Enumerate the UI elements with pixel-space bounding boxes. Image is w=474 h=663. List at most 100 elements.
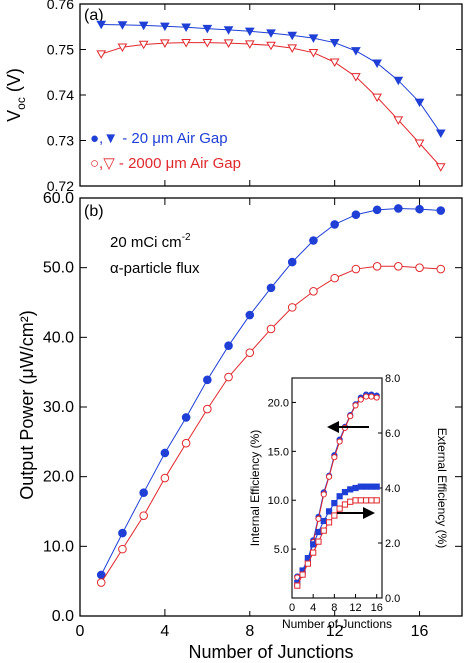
panel-a-series: [96, 20, 446, 172]
i-external-point-1: [310, 549, 317, 556]
b-point-0: [266, 283, 276, 293]
i-external-point-1: [304, 560, 311, 567]
a-point-1: [160, 39, 170, 48]
b-point-0: [436, 206, 446, 215]
i-ytick-left-label: 15.0: [268, 446, 289, 458]
a-point-1: [287, 44, 298, 53]
i-external-point-0: [310, 541, 317, 548]
b-xtick-label: 0: [76, 623, 85, 640]
b-ytick-label: 60.0: [43, 190, 74, 207]
i-xtick-label: 8: [331, 602, 337, 614]
panel-a-x-ticks: [79, 4, 421, 186]
b-point-0: [287, 257, 297, 267]
b-ytick-label: 40.0: [43, 329, 74, 346]
a-point-0: [244, 27, 255, 37]
b-point-1: [181, 438, 191, 448]
panel-a-voc: (a) Voc (V) 0.72 0.73 0.74 0.75 0.76 ●,▼ - 2…: [4, 0, 463, 194]
a-point-1: [435, 163, 446, 172]
i-external-point-0: [341, 489, 349, 496]
a-point-0: [266, 29, 276, 38]
inset-background: [246, 373, 430, 611]
b-ytick-label: 20.0: [43, 469, 74, 486]
i-ytick-right-label: 6.0: [385, 428, 400, 440]
i-internal-point-1: [352, 402, 359, 409]
inset-arrows: [327, 421, 375, 519]
i-external-point-0: [320, 517, 327, 525]
b-point-1: [266, 324, 276, 334]
i-external-point-0: [373, 483, 380, 490]
arrow-left-head: [327, 421, 339, 433]
i-ytick-left-label: 10.0: [268, 495, 289, 507]
i-internal-point-1: [357, 396, 364, 403]
b-xtick-label: 12: [326, 623, 344, 640]
a-ytick-label: 0.75: [47, 42, 74, 58]
b-point-1: [287, 303, 297, 312]
i-external-point-0: [352, 484, 359, 492]
i-xtick-label: 4: [310, 602, 316, 614]
a-ytick-label: 0.76: [47, 0, 74, 12]
panel-b-axes: 0.010.020.030.040.050.060.00 4 8 12 16: [43, 190, 462, 640]
i-external-point-1: [347, 498, 354, 505]
panel-b-series: [96, 204, 446, 587]
b-point-1: [330, 273, 339, 283]
panel-a-ylabel: Voc (V): [4, 68, 28, 122]
i-external-point-1: [320, 527, 327, 534]
a-point-1: [393, 116, 404, 125]
i-ytick-right-label: 8.0: [385, 373, 400, 385]
a-point-0: [308, 34, 319, 43]
i-external-point-1: [341, 501, 349, 508]
a-point-0: [202, 24, 213, 34]
i-internal-point-1: [347, 413, 354, 420]
a-point-0: [223, 26, 234, 35]
a-point-1: [138, 40, 149, 50]
i-external-point-1: [325, 519, 333, 526]
a-point-0: [181, 23, 191, 33]
i-internal-point-1: [373, 394, 380, 401]
a-point-0: [393, 76, 404, 86]
i-internal-point-1: [315, 515, 322, 522]
b-point-0: [351, 210, 361, 220]
i-ytick-right-label: 4.0: [385, 483, 400, 495]
a-point-1: [308, 48, 319, 58]
i-external-point-1: [368, 497, 375, 504]
a-ytick-label: 0.74: [47, 87, 74, 103]
b-point-1: [394, 261, 403, 271]
arrow-right-head: [363, 507, 375, 519]
i-xtick-label: 0: [289, 602, 295, 614]
b-ytick-label: 30.0: [43, 399, 74, 416]
i-internal-point-1: [336, 438, 343, 445]
a-point-0: [435, 129, 446, 139]
i-external-point-1: [299, 571, 306, 578]
a-point-0: [372, 59, 382, 68]
b-xtick-label: 8: [245, 623, 254, 640]
b-point-1: [160, 473, 170, 483]
a-point-0: [414, 98, 425, 108]
a-point-0: [287, 31, 298, 41]
a-point-1: [202, 38, 213, 48]
i-external-point-0: [357, 483, 364, 490]
inset-ylabel-right: External Efficiency (%): [435, 428, 449, 549]
b-xtick-label: 4: [160, 623, 169, 640]
i-external-point-1: [363, 497, 370, 504]
i-internal-point-1: [325, 473, 333, 480]
i-ytick-right-label: 2.0: [385, 538, 400, 550]
b-point-1: [436, 264, 446, 274]
i-xtick-label: 12: [349, 602, 361, 614]
panel-a-label: (a): [84, 7, 104, 24]
b-point-0: [139, 488, 148, 497]
i-external-point-1: [373, 497, 380, 504]
i-internal-point-1: [368, 393, 375, 400]
i-external-point-0: [315, 528, 322, 536]
a-point-0: [117, 21, 128, 30]
b-point-0: [181, 413, 191, 422]
panel-b-output-power: (b) 20 mCi cm-2 α-particle flux Output P…: [17, 190, 463, 662]
b-point-1: [224, 372, 233, 382]
b-point-0: [224, 341, 233, 350]
b-point-0: [372, 205, 382, 215]
a-series-line-1: [101, 42, 442, 168]
i-external-point-1: [315, 538, 322, 545]
a-point-1: [223, 39, 234, 48]
i-ytick-left-label: 5.0: [274, 544, 289, 556]
i-external-point-0: [331, 500, 338, 507]
